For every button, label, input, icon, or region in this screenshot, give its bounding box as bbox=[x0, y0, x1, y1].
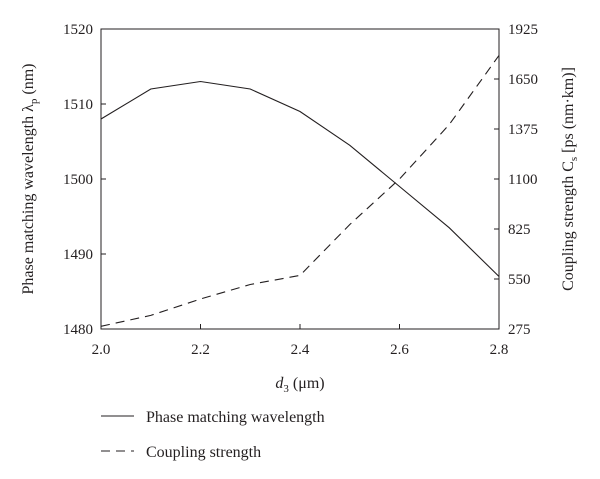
series-lines bbox=[100, 55, 500, 327]
legend-label-phase-matching-wavelength: Phase matching wavelength bbox=[146, 409, 325, 426]
legend-item-phase-matching-wavelength: Phase matching wavelength bbox=[101, 409, 325, 426]
legend-item-coupling-strength: Coupling strength bbox=[101, 444, 261, 461]
plot-area-border bbox=[100, 28, 500, 330]
left-y-axis-title-subscript: p bbox=[28, 98, 40, 104]
right-y-tick-label: 1925 bbox=[508, 22, 538, 38]
left-y-tick-label: 1520 bbox=[63, 22, 93, 38]
x-axis-title-unit: (μm) bbox=[289, 375, 325, 392]
x-tick-label: 2.8 bbox=[490, 342, 509, 358]
left-y-axis-title-unit: (nm) bbox=[20, 64, 37, 99]
right-y-tick-label: 825 bbox=[508, 222, 531, 238]
left-y-tick-label: 1490 bbox=[63, 247, 93, 263]
x-tick-label: 2.2 bbox=[191, 342, 210, 358]
right-y-axis-title: Coupling strength Cs [ps (nm·km)] bbox=[560, 67, 580, 291]
ticks: 2.0 2.2 2.4 2.6 2.8 1480 1490 1500 1510 1520 275 55… bbox=[63, 22, 538, 358]
x-tick-label: 2.6 bbox=[390, 342, 409, 358]
right-y-axis-title-unit: [ps (nm·km)] bbox=[560, 67, 577, 157]
right-y-tick-label: 275 bbox=[508, 322, 531, 338]
left-y-tick-label: 1480 bbox=[63, 322, 93, 338]
x-tick-label: 2.0 bbox=[92, 342, 111, 358]
plot-frame bbox=[100, 28, 500, 330]
coupling-strength-line bbox=[100, 55, 500, 327]
left-y-tick-label: 1510 bbox=[63, 97, 93, 113]
legend: Phase matching wavelength Coupling stren… bbox=[101, 409, 325, 461]
right-y-tick-label: 1650 bbox=[508, 72, 538, 88]
right-y-axis-title-subscript: s bbox=[568, 157, 580, 161]
right-y-tick-label: 1100 bbox=[508, 172, 537, 188]
left-y-axis-title-text: Phase matching wavelength λ bbox=[20, 104, 37, 295]
x-axis-title-base: d bbox=[275, 375, 284, 392]
right-y-tick-label: 1375 bbox=[508, 122, 538, 138]
phase-matching-wavelength-line bbox=[100, 80, 500, 277]
x-tick-label: 2.4 bbox=[291, 342, 310, 358]
right-y-tick-label: 550 bbox=[508, 272, 531, 288]
x-axis-title-subscript: 3 bbox=[283, 383, 289, 395]
left-y-axis-title: Phase matching wavelength λp (nm) bbox=[20, 64, 40, 295]
right-y-axis-title-text: Coupling strength C bbox=[560, 161, 577, 291]
x-axis-title: d3 (μm) bbox=[275, 375, 324, 395]
legend-label-coupling-strength: Coupling strength bbox=[146, 444, 261, 461]
left-y-tick-label: 1500 bbox=[63, 172, 93, 188]
